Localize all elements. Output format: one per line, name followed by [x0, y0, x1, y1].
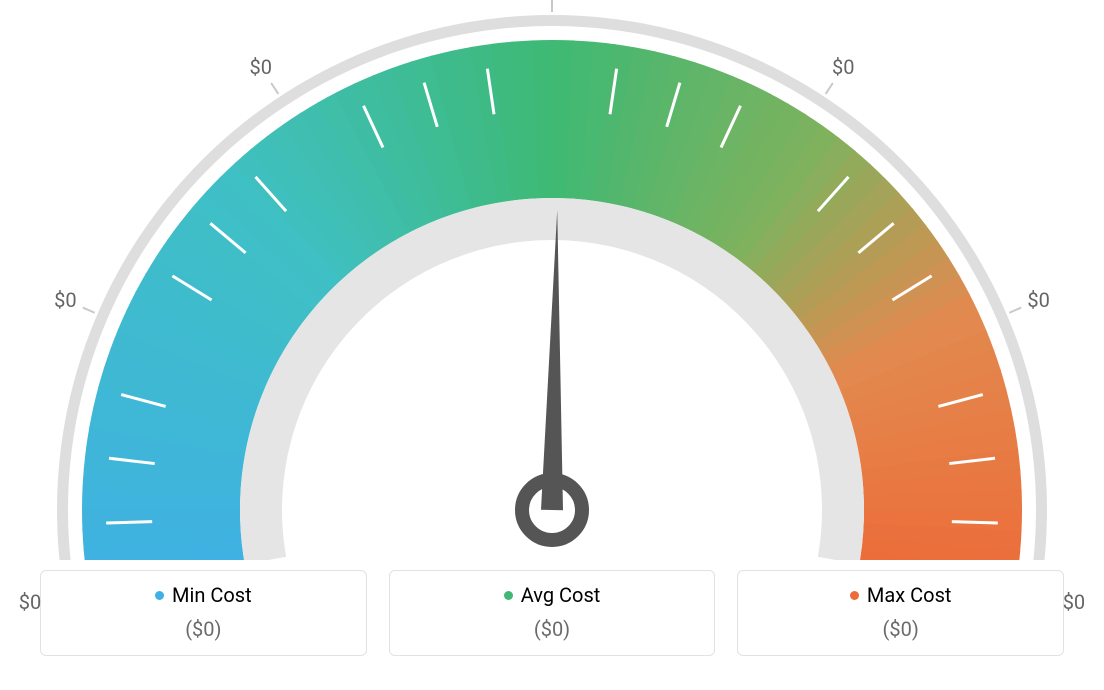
- cost-gauge-widget: $0$0$0$0$0$0$0 Min Cost ($0) Avg Cost ($…: [0, 0, 1104, 690]
- gauge-tick-label: $0: [19, 590, 41, 614]
- max-cost-title: Max Cost: [850, 583, 952, 607]
- min-cost-value: ($0): [41, 617, 366, 641]
- gauge-area: $0$0$0$0$0$0$0: [0, 0, 1104, 560]
- avg-dot-icon: [504, 591, 513, 600]
- min-cost-card: Min Cost ($0): [40, 570, 367, 656]
- avg-cost-value: ($0): [390, 617, 715, 641]
- max-cost-card: Max Cost ($0): [737, 570, 1064, 656]
- min-cost-label: Min Cost: [172, 583, 252, 607]
- gauge-tick-label: $0: [250, 55, 272, 79]
- legend-cards: Min Cost ($0) Avg Cost ($0) Max Cost ($0…: [0, 570, 1104, 656]
- gauge-tick-label: $0: [54, 288, 76, 312]
- gauge-tick-label: $0: [832, 55, 854, 79]
- min-cost-title: Min Cost: [155, 583, 252, 607]
- max-cost-value: ($0): [738, 617, 1063, 641]
- avg-cost-card: Avg Cost ($0): [389, 570, 716, 656]
- avg-cost-title: Avg Cost: [504, 583, 601, 607]
- gauge-tick-label: $0: [1027, 288, 1049, 312]
- max-cost-label: Max Cost: [867, 583, 952, 607]
- min-dot-icon: [155, 591, 164, 600]
- gauge-chart: [0, 0, 1104, 560]
- max-dot-icon: [850, 591, 859, 600]
- gauge-tick-label: $0: [1063, 590, 1085, 614]
- avg-cost-label: Avg Cost: [521, 583, 601, 607]
